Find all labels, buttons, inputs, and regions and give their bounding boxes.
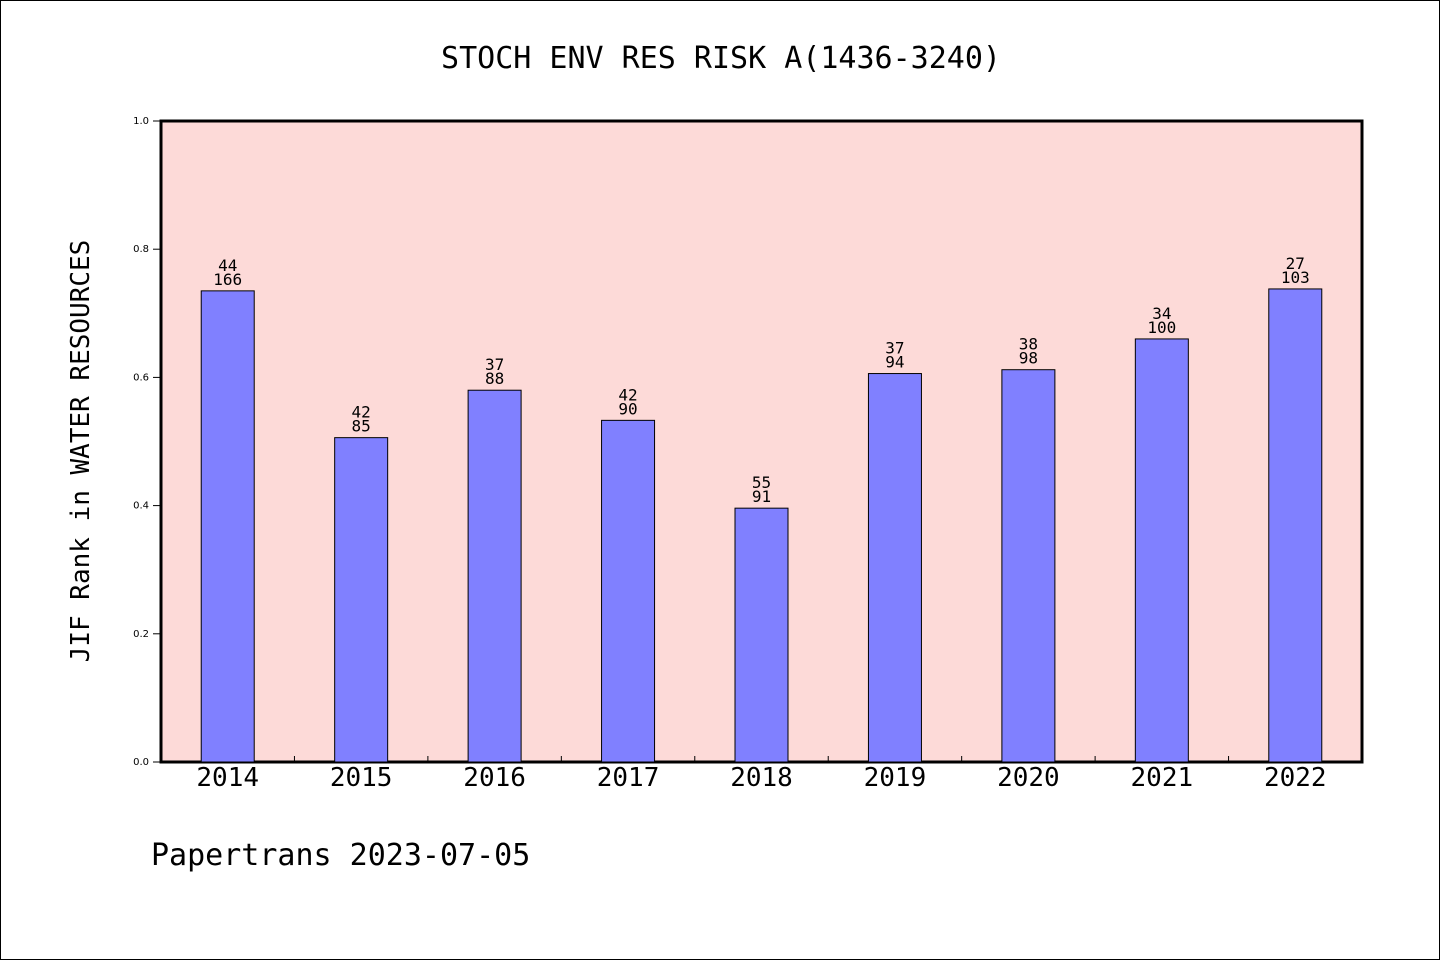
x-tick-label: 2014 (196, 763, 259, 793)
x-tick-label: 2022 (1264, 763, 1327, 793)
bar-label-total: 94 (885, 353, 904, 372)
x-tick-label: 2016 (463, 763, 526, 793)
y-axis-label: JIF Rank in WATER RESOURCES (66, 240, 96, 663)
bar (1134, 338, 1189, 763)
x-tick-label: 2017 (597, 763, 660, 793)
chart-title: STOCH ENV RES RISK A(1436-3240) (441, 41, 1001, 76)
bar-label-rank: 44 (218, 256, 237, 275)
x-tick-label: 2021 (1131, 763, 1194, 793)
bar-label-rank: 37 (485, 355, 504, 374)
bar-label-total: 85 (352, 417, 371, 436)
bar (200, 290, 255, 763)
footer-date-text: Papertrans 2023-07-05 (151, 838, 530, 873)
bar (734, 507, 789, 763)
bar-label-total: 88 (485, 369, 504, 388)
y-tick-label: 0.0 (133, 757, 149, 768)
bar-label-total: 90 (618, 399, 637, 418)
bar-label-total: 100 (1147, 318, 1176, 337)
x-axis-ticks: 2014 2015 2016 2017 2018 2019 2020 2021 2022 (196, 756, 1327, 793)
bar (467, 389, 522, 763)
bar-label-rank: 42 (618, 385, 637, 404)
bar (601, 419, 656, 763)
y-tick-label: 0.8 (133, 244, 149, 255)
bar-label-rank: 42 (352, 403, 371, 422)
bar-label-total: 166 (213, 270, 242, 289)
x-tick-label: 2015 (330, 763, 393, 793)
bar-label-rank: 38 (1019, 335, 1038, 354)
bar-label-rank: 27 (1286, 254, 1305, 273)
bar-label-rank: 34 (1152, 304, 1171, 323)
bar (1268, 288, 1323, 763)
y-tick-label: 1.0 (133, 116, 149, 127)
x-tick-label: 2019 (864, 763, 927, 793)
y-tick-label: 0.4 (133, 501, 149, 512)
bar (1001, 369, 1056, 763)
bar (334, 437, 389, 763)
y-tick-label: 0.6 (133, 372, 149, 383)
x-tick-label: 2018 (730, 763, 793, 793)
bar-label-total: 98 (1019, 349, 1038, 368)
x-tick-label: 2020 (997, 763, 1060, 793)
y-axis-ticks: 0.0 0.2 0.4 0.6 0.8 1.0 (133, 116, 161, 768)
bar-label-rank: 55 (752, 473, 771, 492)
y-tick-label: 0.2 (133, 629, 149, 640)
bar (867, 373, 922, 763)
bar-label-total: 91 (752, 487, 771, 506)
bar-label-rank: 37 (885, 339, 904, 358)
bar-label-total: 103 (1281, 268, 1310, 287)
